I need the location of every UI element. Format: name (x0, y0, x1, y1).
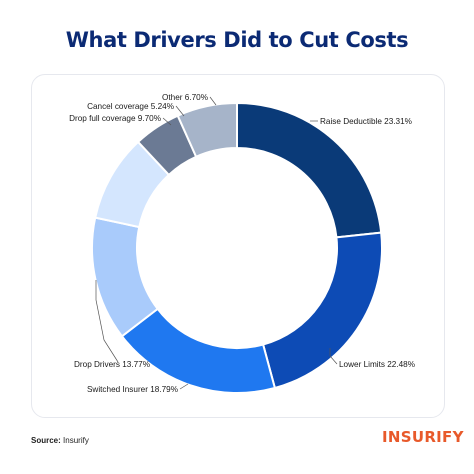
slice-label: Cancel coverage 5.24% (87, 102, 174, 111)
slice-label: Drop full coverage 9.70% (69, 114, 161, 123)
source-value: Insurify (63, 436, 89, 445)
slice-label: Switched Insurer 18.79% (87, 385, 178, 394)
leader-line (329, 348, 338, 365)
leader-line (175, 105, 185, 117)
slice-label: Lower Limits 22.48% (339, 360, 415, 369)
source-note: Source: Insurify (31, 436, 89, 445)
chart-title: What Drivers Did to Cut Costs (65, 28, 409, 52)
slice-label: Other 6.70% (162, 93, 208, 102)
donut-slice-other (176, 101, 238, 159)
leader-line (95, 280, 119, 363)
donut-slice-switched-insurer (120, 307, 277, 394)
leader-line (209, 96, 217, 106)
leader-line (179, 383, 189, 390)
source-label: Source: (31, 436, 61, 445)
insurify-logo: INSURIFY (382, 428, 464, 446)
leader-line (162, 117, 172, 126)
slice-label: Drop Drivers 13.77% (74, 360, 150, 369)
slice-label: Raise Deductible 23.31% (320, 117, 412, 126)
